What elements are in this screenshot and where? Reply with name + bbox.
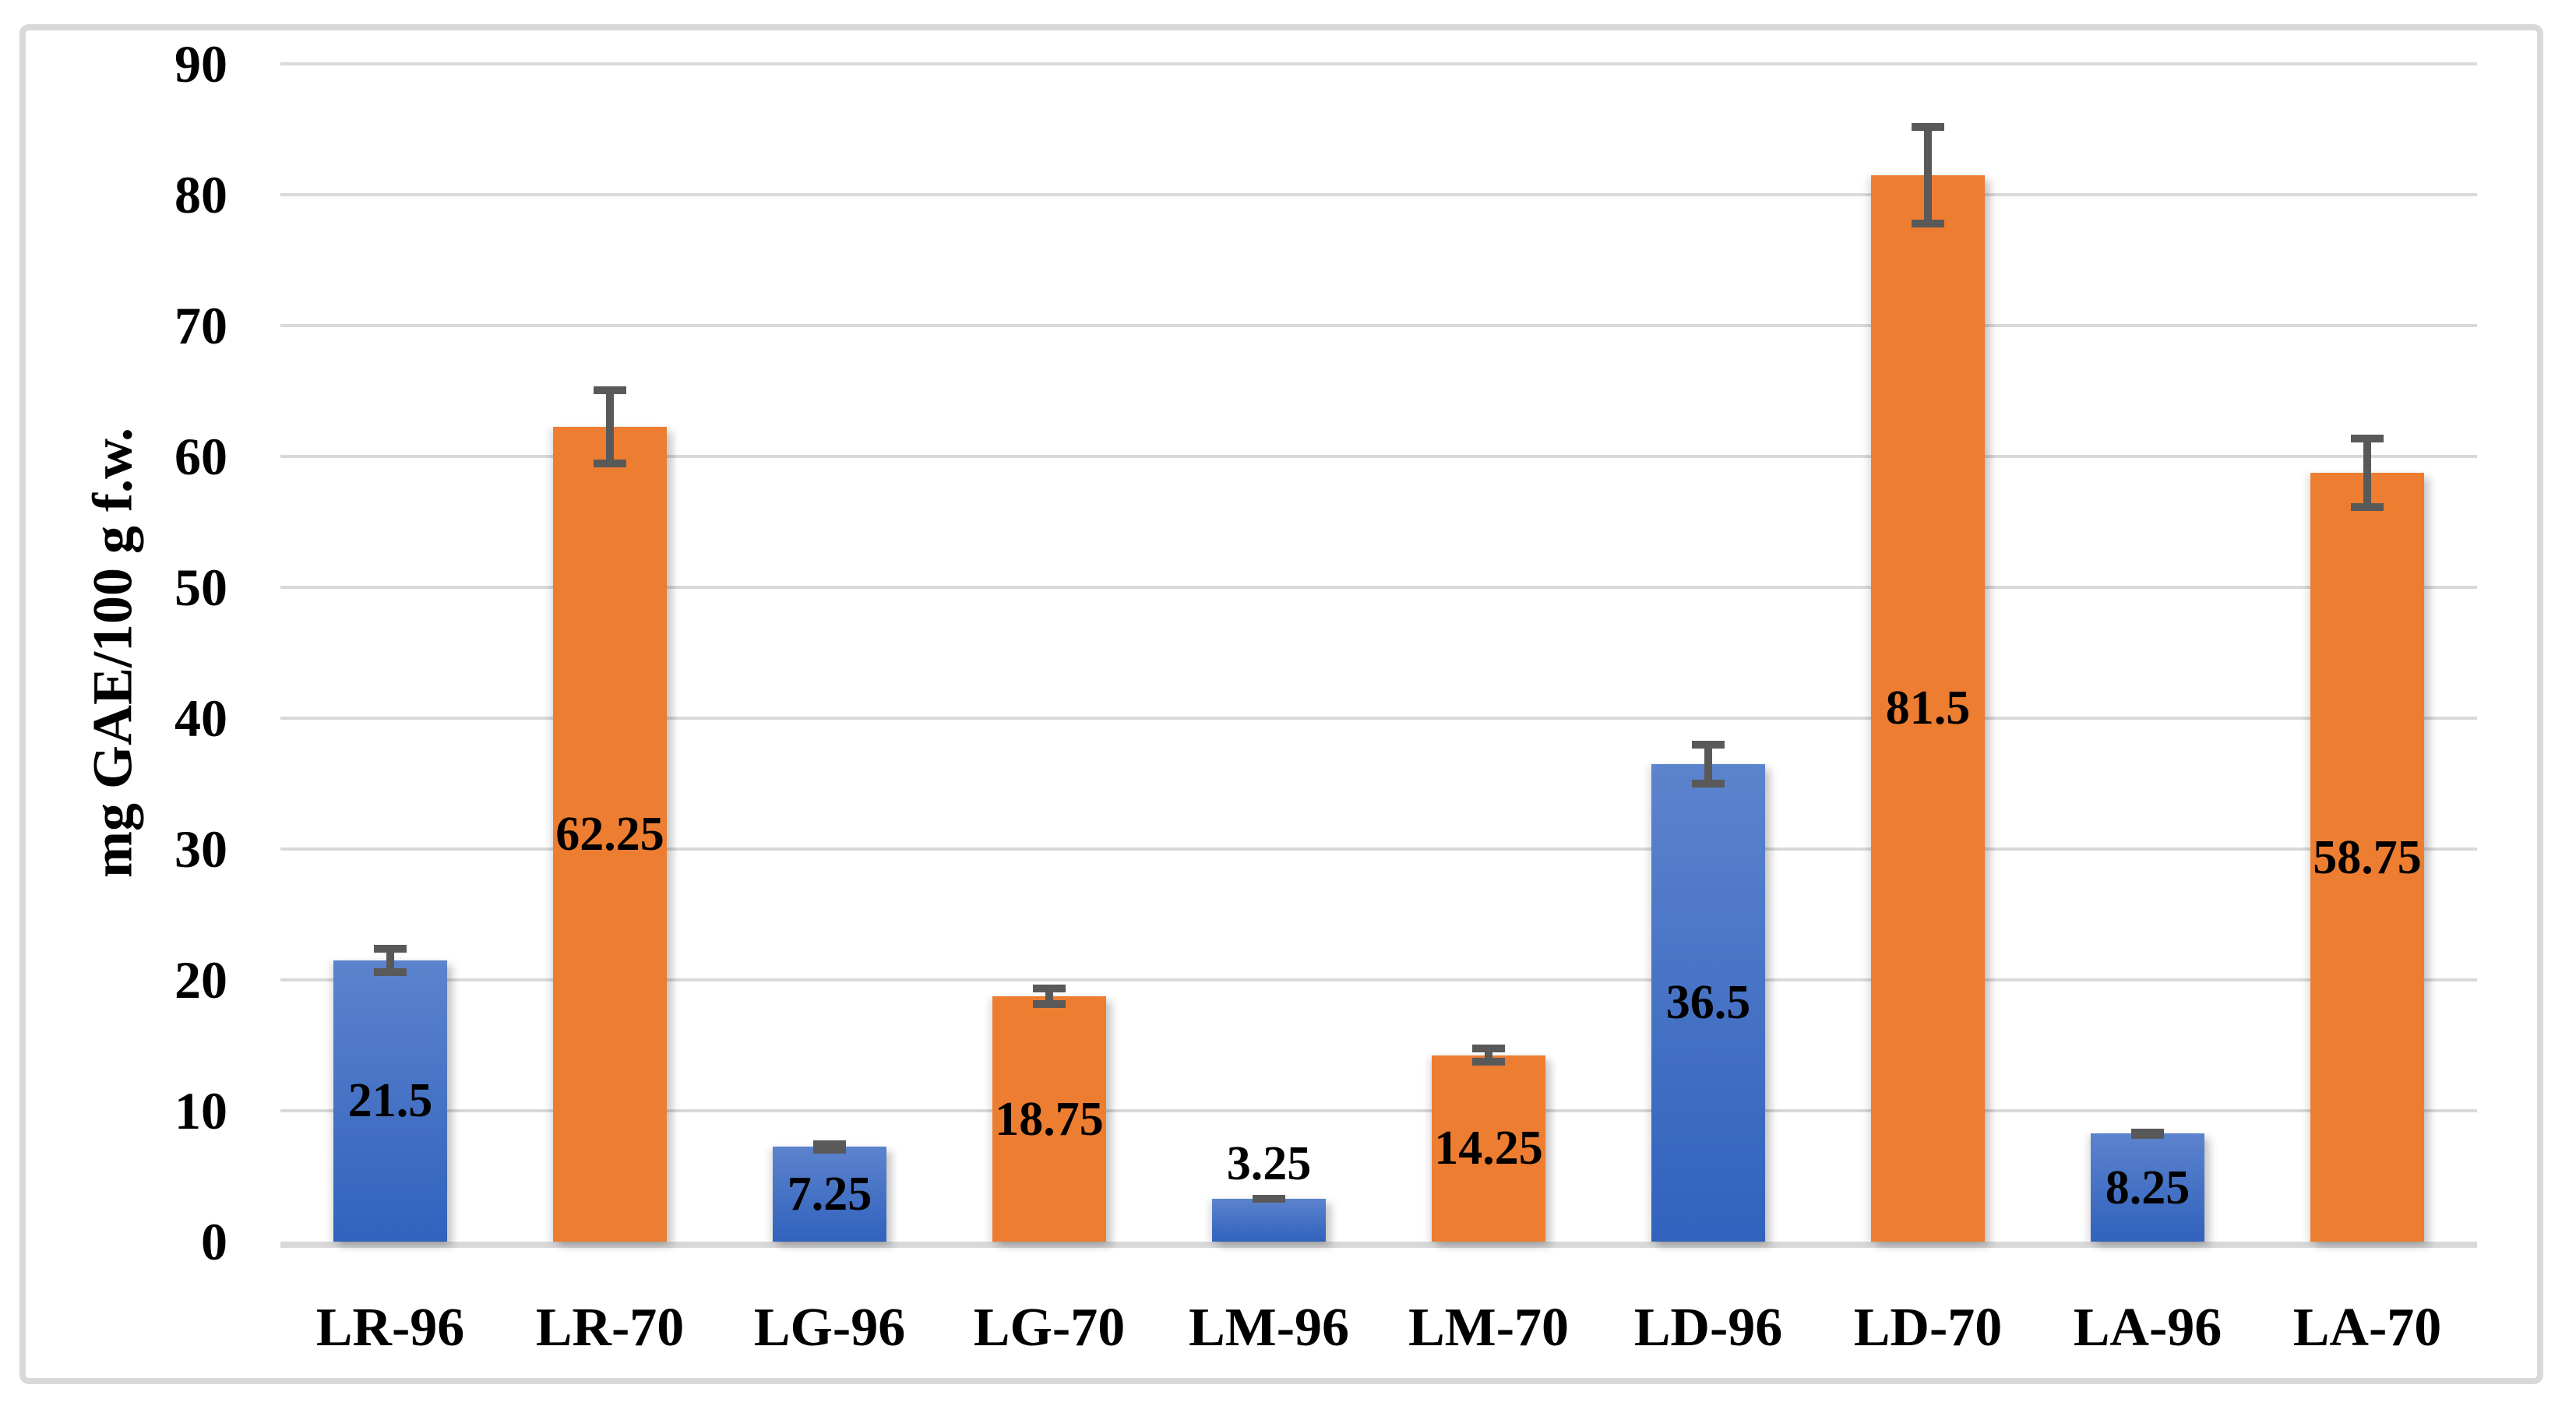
error-bar-cap-top-LG-70 [1033, 984, 1066, 992]
y-tick-label-40: 40 [174, 689, 227, 748]
error-bar-cap-top-LD-96 [1692, 740, 1725, 749]
y-axis-title: mg GAE/100 g f.w. [81, 427, 144, 879]
error-bar-cap-top-LG-96 [813, 1140, 846, 1148]
error-bar-cap-top-LR-70 [594, 386, 626, 395]
x-tick-label-LD-96: LD-96 [1633, 1298, 1783, 1358]
data-label-LM-70: 14.25 [1434, 1122, 1543, 1175]
data-label-LM-96: 3.25 [1226, 1137, 1312, 1191]
error-bar-line-LD-70 [1924, 122, 1932, 227]
bar-LD-70 [1871, 174, 1985, 1242]
bar-LG-70 [992, 996, 1106, 1242]
error-bar-cap-bottom-LR-96 [374, 967, 407, 976]
error-bar-cap-bottom-LM-70 [1472, 1058, 1505, 1066]
bar-LA-96 [2091, 1133, 2204, 1242]
error-bar-cap-top-LA-70 [2351, 435, 2384, 443]
gridline-70 [280, 324, 2477, 327]
y-tick-label-70: 70 [174, 296, 227, 355]
error-bar-cap-bottom-LD-96 [1692, 780, 1725, 788]
error-bar-cap-bottom-LA-70 [2351, 502, 2384, 511]
x-tick-label-LG-96: LG-96 [753, 1298, 906, 1358]
x-tick-label-LG-70: LG-70 [973, 1298, 1126, 1358]
error-bar-line-LG-70 [1045, 984, 1053, 1009]
gridline-80 [280, 193, 2477, 196]
data-label-LR-70: 62.25 [555, 808, 664, 862]
error-bar-line-LA-70 [2363, 435, 2371, 511]
x-tick-label-LA-70: LA-70 [2292, 1298, 2442, 1358]
gridline-60 [280, 455, 2477, 458]
bar-LM-96 [1212, 1199, 1326, 1242]
y-tick-label-80: 80 [174, 165, 227, 224]
y-tick-label-50: 50 [174, 558, 227, 617]
y-tick-label-0: 0 [201, 1212, 227, 1271]
bar-LR-70 [553, 427, 667, 1242]
error-bar-cap-bottom-LG-70 [1033, 1000, 1066, 1009]
error-bar-line-LM-70 [1485, 1045, 1492, 1066]
gridline-20 [280, 978, 2477, 981]
error-bar-line-LR-70 [606, 386, 614, 468]
data-label-LA-96: 8.25 [2105, 1161, 2190, 1214]
y-tick-label-10: 10 [174, 1081, 227, 1140]
gridline-10 [280, 1109, 2477, 1112]
data-label-LA-70: 58.75 [2313, 830, 2422, 884]
x-tick-label-LD-70: LD-70 [1853, 1298, 2003, 1358]
data-label-LR-96: 21.5 [347, 1074, 433, 1128]
y-tick-label-60: 60 [174, 427, 227, 486]
gridline-30 [280, 847, 2477, 851]
bar-LG-96 [773, 1147, 886, 1242]
error-bar-line-LD-96 [1704, 740, 1712, 788]
error-bar-cap-bottom-LM-96 [1253, 1195, 1285, 1203]
x-tick-label-LR-96: LR-96 [315, 1298, 465, 1358]
gridline-50 [280, 586, 2477, 589]
error-bar-line-LR-96 [386, 944, 394, 976]
gridline-40 [280, 717, 2477, 720]
error-bar-cap-bottom-LD-70 [1912, 220, 1944, 227]
error-bar-cap-bottom-LG-96 [813, 1145, 846, 1154]
x-tick-label-LA-96: LA-96 [2073, 1298, 2222, 1358]
bar-LD-96 [1651, 763, 1765, 1242]
error-bar-cap-top-LM-70 [1472, 1045, 1505, 1053]
error-bar-cap-top-LD-70 [1912, 122, 1944, 131]
x-tick-label-LM-96: LM-96 [1188, 1298, 1350, 1358]
data-label-LD-96: 36.5 [1665, 976, 1751, 1030]
chart-frame [19, 24, 2543, 1384]
error-bar-cap-bottom-LA-96 [2131, 1131, 2164, 1140]
y-tick-label-20: 20 [174, 950, 227, 1010]
bar-LM-70 [1432, 1055, 1545, 1242]
error-bar-cap-bottom-LR-70 [594, 460, 626, 468]
bar-LA-70 [2310, 473, 2424, 1242]
x-tick-label-LR-70: LR-70 [535, 1298, 685, 1358]
gridline-90 [280, 62, 2477, 65]
data-label-LD-70: 81.5 [1885, 682, 1971, 735]
data-label-LG-96: 7.25 [787, 1168, 872, 1221]
bar-LR-96 [333, 960, 447, 1242]
x-tick-label-LM-70: LM-70 [1408, 1298, 1570, 1358]
error-bar-cap-top-LR-96 [374, 944, 407, 953]
y-tick-label-30: 30 [174, 819, 227, 879]
y-tick-label-90: 90 [174, 34, 227, 93]
data-label-LG-70: 18.75 [995, 1092, 1104, 1146]
x-axis-line [280, 1242, 2477, 1248]
